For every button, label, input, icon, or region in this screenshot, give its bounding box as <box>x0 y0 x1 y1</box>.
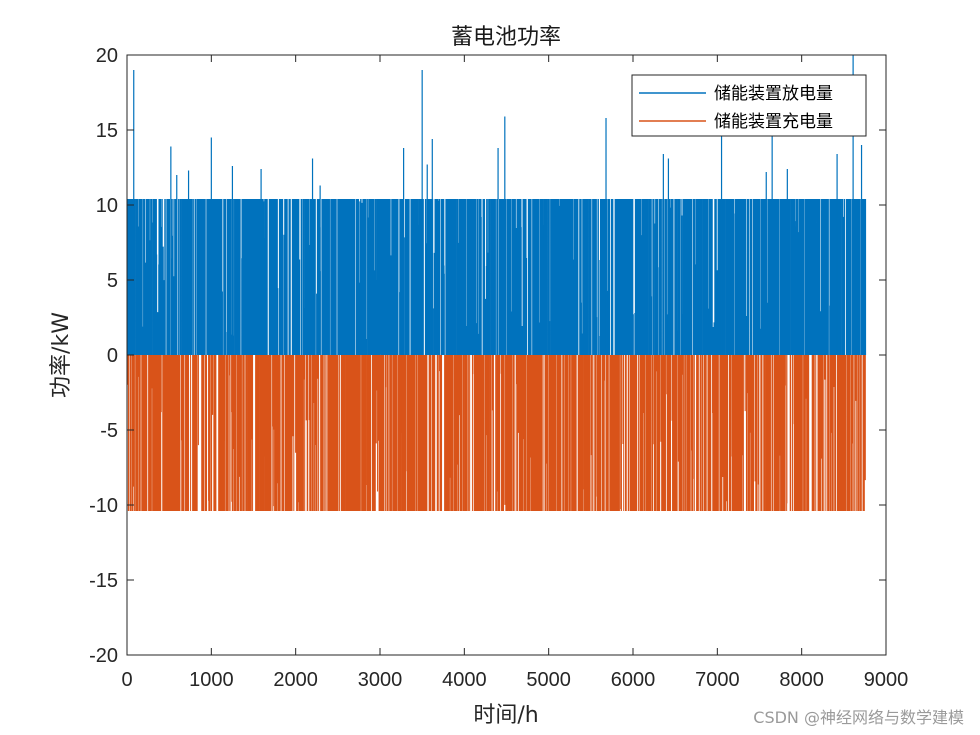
y-tick-label: -10 <box>89 495 118 517</box>
y-axis-label: 功率/kW <box>49 312 74 398</box>
axis-tick-labels: 0 1000 2000 3000 4000 5000 6000 7000 8000 9000 -20… <box>89 45 908 691</box>
x-tick-label: 1000 <box>189 669 234 691</box>
x-tick-label: 6000 <box>611 669 656 691</box>
x-tick-label: 7000 <box>695 669 740 691</box>
y-tick-label: 10 <box>96 195 118 217</box>
y-tick-label: -15 <box>89 570 118 592</box>
x-tick-label: 8000 <box>779 669 824 691</box>
axis-ticks <box>126 54 887 656</box>
chart-title: 蓄电池功率 <box>451 25 561 50</box>
discharge-bars <box>127 199 867 355</box>
legend-box <box>631 74 867 137</box>
y-tick-label: 5 <box>107 270 118 292</box>
x-tick-label: 2000 <box>273 669 318 691</box>
legend-label-charge: 储能装置充电量 <box>714 112 833 132</box>
y-tick-label: -20 <box>89 645 118 667</box>
charge-bars <box>127 355 866 511</box>
x-tick-label: 9000 <box>864 669 909 691</box>
x-tick-label: 5000 <box>526 669 571 691</box>
x-tick-label: 3000 <box>358 669 403 691</box>
y-tick-label: -5 <box>100 420 118 442</box>
y-tick-label: 0 <box>107 345 118 367</box>
x-axis-label: 时间/h <box>473 703 538 728</box>
legend-label-discharge: 储能装置放电量 <box>714 84 833 104</box>
y-tick-label: 20 <box>96 45 118 67</box>
x-tick-label: 4000 <box>442 669 487 691</box>
watermark: CSDN @神经网络与数学建模 <box>753 708 964 727</box>
legend: 储能装置放电量 储能装置充电量 <box>631 74 867 137</box>
y-tick-label: 15 <box>96 120 118 142</box>
discharge-series <box>127 55 867 355</box>
x-tick-label: 0 <box>121 669 132 691</box>
charge-series <box>127 355 866 511</box>
